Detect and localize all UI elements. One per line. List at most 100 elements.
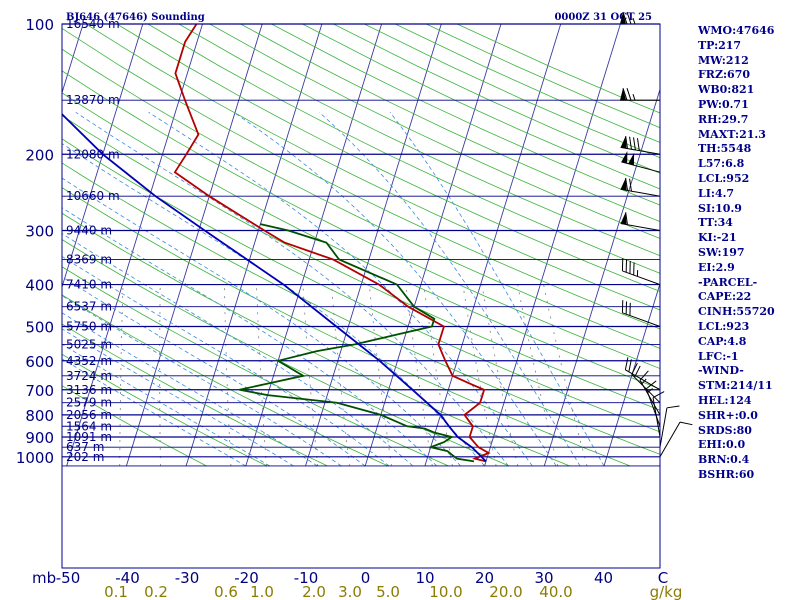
wind-barb <box>621 258 661 286</box>
wind-barb <box>659 405 680 448</box>
height-label: 4352 m <box>66 354 112 368</box>
mixing-ratio-tick-label: 1.0 <box>250 583 274 600</box>
index-line: SHR+:0.0 <box>698 408 758 422</box>
dry-adiabat-line <box>85 24 660 311</box>
dry-adiabat-line <box>62 266 449 467</box>
dry-adiabat-line <box>62 48 660 349</box>
pressure-unit-label: mb <box>32 569 56 587</box>
dry-adiabat-line <box>62 162 660 455</box>
moist-adiabat-line <box>62 255 390 467</box>
index-line: SRDS:80 <box>698 423 752 437</box>
pressure-label: 700 <box>25 382 54 400</box>
index-line: SI:10.9 <box>698 201 742 215</box>
pressure-label: 900 <box>25 429 54 447</box>
index-line: L57:6.8 <box>698 157 745 171</box>
height-label: 3136 m <box>66 383 112 397</box>
pressure-label: 600 <box>25 353 54 371</box>
dry-adiabat-line <box>62 212 570 467</box>
index-line: EI:2.9 <box>698 260 735 274</box>
pressure-label: 400 <box>25 277 54 295</box>
wind-barb <box>645 380 661 427</box>
pressure-label: 300 <box>25 223 54 241</box>
index-line: BSHR:60 <box>698 467 755 481</box>
height-label: 5025 m <box>66 337 112 351</box>
height-label: 637 m <box>66 440 104 454</box>
wind-barb <box>659 421 693 458</box>
temperature-tick-label: -10 <box>294 569 319 587</box>
temperature-tick-label: -40 <box>115 569 140 587</box>
mixing-ratio-tick-label: 10.0 <box>429 583 462 600</box>
temperature-tick-label: -20 <box>234 569 259 587</box>
height-label: 2056 m <box>66 408 112 422</box>
dry-adiabat-line <box>209 24 660 239</box>
dry-adiabat-line <box>62 92 660 390</box>
mixing-ratio-tick-label: 40.0 <box>539 583 572 600</box>
index-line: SW:197 <box>698 245 745 259</box>
dry-adiabat-line <box>116 24 660 292</box>
index-line: CINH:55720 <box>698 305 775 319</box>
isotherm-line <box>603 282 660 467</box>
height-label: 2579 m <box>66 396 112 410</box>
isotherm-line <box>364 24 502 467</box>
mixing-ratio-line <box>256 284 267 467</box>
wind-barb <box>620 177 661 197</box>
dry-adiabat-line <box>62 323 328 467</box>
moist-adiabat-line <box>62 328 294 467</box>
mixing-ratio-tick-label: 0.1 <box>104 583 128 600</box>
temperature-tick-label: 0 <box>361 569 371 587</box>
wind-barb <box>620 212 661 231</box>
temperature-tick-label: 30 <box>534 569 553 587</box>
dry-adiabat-line <box>62 115 660 411</box>
isotherm-line <box>185 24 323 467</box>
index-line: PW:0.71 <box>698 97 749 111</box>
height-label: 9440 m <box>66 224 112 238</box>
temperature-tick-label: C <box>658 569 668 587</box>
index-line: FRZ:670 <box>698 68 751 82</box>
wind-barb <box>631 362 661 404</box>
dry-adiabat-line <box>178 24 660 257</box>
index-line: EHI:0.0 <box>698 438 746 452</box>
mixing-ratio-line <box>223 284 232 467</box>
height-label: 8369 m <box>66 253 112 267</box>
index-line: STM:214/11 <box>698 379 773 393</box>
pressure-label: 800 <box>25 407 54 425</box>
index-line: CAP:4.8 <box>698 334 747 348</box>
index-line: MAXT:21.3 <box>698 127 766 141</box>
isotherm-line <box>245 24 383 467</box>
plot-frame <box>61 23 661 569</box>
indices-panel: WMO:47646 TP:217 MW:212 FRZ:670 WB0:821 PW:0.… <box>698 24 798 483</box>
height-label: 202 m <box>66 450 104 464</box>
mixing-ratio-line <box>331 284 350 467</box>
temperature-tick-label: 20 <box>475 569 494 587</box>
height-label: 1091 m <box>66 430 112 444</box>
index-line: HEL:124 <box>698 393 752 407</box>
isotherm-line <box>424 24 562 467</box>
height-label: 7410 m <box>66 278 112 292</box>
index-line: RH:29.7 <box>698 112 749 126</box>
isotherm-line <box>125 24 263 467</box>
dry-adiabat-line <box>62 27 660 330</box>
dry-adiabat-line <box>62 294 389 467</box>
index-line: TT:34 <box>698 216 733 230</box>
mixing-ratio-line <box>159 284 161 467</box>
dry-adiabat-line <box>240 24 660 222</box>
dewpoint-profile <box>239 223 475 463</box>
wind-barb <box>620 135 661 155</box>
moist-adiabat-line <box>233 111 557 467</box>
index-line: KI:-21 <box>698 231 737 245</box>
height-label: 6537 m <box>66 300 112 314</box>
wind-barb <box>652 391 665 438</box>
index-line: -WIND- <box>698 364 744 378</box>
mixing-ratio-tick-label: 2.0 <box>302 583 326 600</box>
moist-adiabat-line <box>319 112 581 467</box>
pressure-label: 1000 <box>16 449 54 467</box>
mixing-ratio-tick-label: 0.6 <box>214 583 238 600</box>
index-line: WB0:821 <box>698 83 755 97</box>
mixing-ratio-line <box>119 284 124 467</box>
index-line: WMO:47646 <box>698 24 775 37</box>
temperature-tick-label: 10 <box>415 569 434 587</box>
mixing-ratio-line <box>302 284 319 467</box>
pressure-label: 100 <box>25 16 54 34</box>
index-line: LFC:-1 <box>698 349 739 363</box>
